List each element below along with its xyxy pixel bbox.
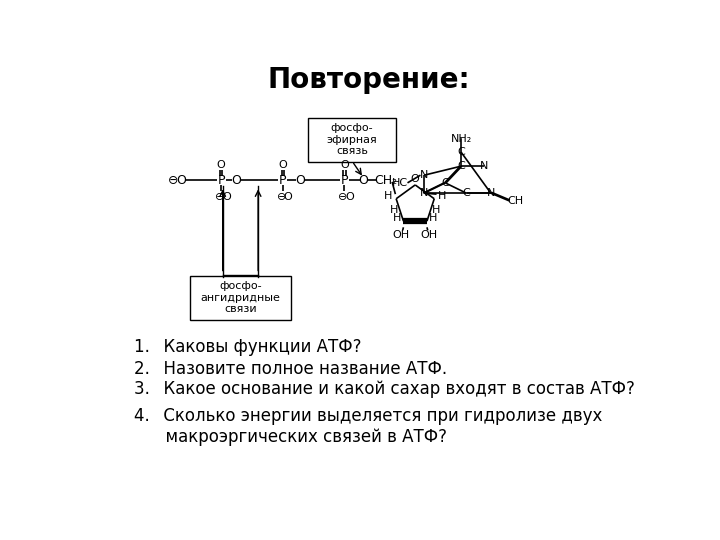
FancyBboxPatch shape (189, 276, 291, 320)
Text: O: O (294, 174, 305, 187)
Text: OH: OH (420, 230, 438, 240)
Text: ⊖: ⊖ (167, 174, 178, 187)
Text: фосфо-
эфирная
связь: фосфо- эфирная связь (327, 123, 377, 157)
Text: HC: HC (392, 178, 408, 188)
Text: 2.  Назовите полное название АТФ.: 2. Назовите полное название АТФ. (134, 360, 447, 377)
Text: O: O (359, 174, 369, 187)
FancyBboxPatch shape (308, 118, 396, 162)
Text: Повторение:: Повторение: (268, 66, 470, 94)
Text: O: O (279, 160, 287, 170)
Text: H: H (390, 205, 398, 214)
Text: фосфо-
ангидридные
связи: фосфо- ангидридные связи (200, 281, 280, 314)
Text: O: O (411, 174, 420, 184)
Text: P: P (279, 174, 287, 187)
Text: N: N (480, 161, 488, 171)
Text: C: C (457, 161, 465, 171)
Text: O: O (217, 160, 225, 170)
Text: C: C (462, 188, 470, 198)
Text: P: P (341, 174, 348, 187)
Text: N: N (487, 188, 495, 198)
Text: 3.  Какое основание и какой сахар входят в состав АТФ?: 3. Какое основание и какой сахар входят … (134, 381, 635, 399)
Text: H: H (384, 191, 392, 201)
Text: C: C (457, 147, 465, 157)
Text: NH₂: NH₂ (451, 134, 472, 144)
Text: H: H (433, 205, 441, 214)
Text: H: H (438, 191, 446, 201)
Text: P: P (217, 174, 225, 187)
Text: C: C (441, 178, 449, 188)
Text: 1.  Каковы функции АТФ?: 1. Каковы функции АТФ? (134, 338, 361, 356)
Text: OH: OH (392, 230, 410, 240)
Text: H: H (429, 213, 437, 223)
Text: CH₂: CH₂ (374, 174, 397, 187)
Text: O: O (340, 160, 348, 170)
Text: H: H (393, 213, 402, 223)
Text: O: O (232, 174, 241, 187)
Text: N: N (420, 188, 428, 198)
Text: N: N (420, 170, 428, 180)
Text: CH: CH (507, 196, 523, 206)
Text: O: O (176, 174, 186, 187)
Text: ⊖: ⊖ (276, 192, 286, 202)
Text: ⊖: ⊖ (338, 192, 348, 202)
Text: O: O (222, 192, 231, 202)
Text: ⊖: ⊖ (215, 192, 225, 202)
Text: O: O (284, 192, 292, 202)
Text: O: O (346, 192, 354, 202)
Text: 4.  Сколько энергии выделяется при гидролизе двух
      макроэргических связей в: 4. Сколько энергии выделяется при гидрол… (134, 408, 603, 446)
